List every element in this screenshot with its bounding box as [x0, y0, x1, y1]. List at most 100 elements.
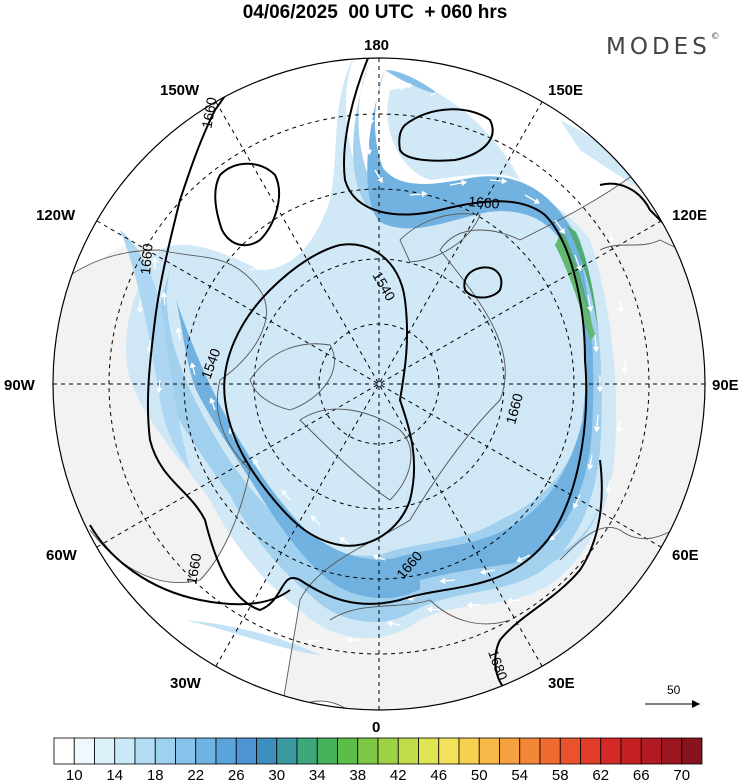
wind-vector-head — [515, 131, 522, 137]
colorbar-swatch — [519, 737, 541, 765]
colorbar-label: 54 — [511, 767, 528, 782]
wind-vector-head — [461, 179, 467, 187]
wind-vector-head — [616, 427, 623, 434]
coastlines — [53, 169, 705, 710]
wind-vector-head — [136, 307, 144, 314]
jet-europe-band — [420, 505, 600, 600]
wind-vector-head — [254, 264, 261, 271]
colorbar-swatch — [681, 737, 703, 765]
jet-atlantic-band — [185, 620, 320, 655]
lon-label-150w: 150W — [160, 82, 200, 99]
wind-vector-head — [373, 89, 380, 96]
lon-label-150e: 150E — [548, 82, 583, 99]
wind-vector-head — [617, 307, 624, 314]
colorbar-swatch — [499, 737, 521, 765]
jet-max-asia-2 — [555, 235, 595, 340]
wind-vector-head — [559, 227, 565, 235]
colorbar-label: 46 — [430, 767, 447, 782]
colorbar-label: 34 — [309, 767, 326, 782]
wind-vector-head — [156, 387, 163, 394]
wind-vector-head — [175, 326, 182, 333]
lon-label-60w: 60W — [46, 547, 78, 564]
height-contours — [89, 58, 691, 701]
colorbar-swatch — [215, 737, 237, 765]
wind-vector-head — [608, 237, 615, 244]
coast-eurasia — [279, 169, 641, 710]
contour-1660-siberia — [463, 266, 503, 299]
colorbar-swatch — [559, 737, 581, 765]
contour-1660-bering — [214, 162, 280, 247]
colorbar-swatch — [640, 737, 662, 765]
wind-vector-head — [576, 265, 583, 272]
lon-label-120w: 120W — [36, 207, 76, 224]
wind-vector-head — [586, 306, 594, 312]
reference-vector-label: 50 — [667, 683, 681, 697]
colorbar-swatch — [134, 737, 156, 765]
jet-max-asia — [558, 225, 598, 330]
colorbar-swatch — [438, 737, 460, 765]
coast-north-america — [53, 249, 267, 583]
colorbar-swatch — [53, 737, 75, 765]
lon-label-90w: 90W — [4, 377, 36, 394]
colorbar-label: 62 — [592, 767, 609, 782]
contour-1660-east-asia — [599, 182, 691, 251]
colorbar-swatch — [357, 737, 379, 765]
colorbar-label: 18 — [147, 767, 164, 782]
wind-vector-head — [576, 169, 583, 176]
wind-vector-head — [436, 89, 443, 96]
colorbar-label: 22 — [187, 767, 204, 782]
contour-1660-america — [89, 524, 291, 606]
lon-label-60e: 60E — [672, 547, 699, 564]
lon-label-180: 180 — [364, 37, 389, 54]
colorbar-swatch — [661, 737, 683, 765]
wind-vector-head — [587, 464, 594, 471]
wind-vector-head — [592, 346, 600, 353]
jet-pacific-upper — [385, 70, 440, 95]
map-disk — [53, 58, 705, 710]
colorbar-swatch — [337, 737, 359, 765]
coast-mediterranean — [329, 599, 511, 625]
colorbar-swatch — [418, 737, 440, 765]
colorbar-swatch — [580, 737, 602, 765]
wind-vector-head — [377, 176, 383, 184]
colorbar-swatch — [600, 737, 622, 765]
colorbar-swatch — [195, 737, 217, 765]
colorbar-swatch — [73, 737, 95, 765]
contour-label: 1660 — [199, 96, 220, 130]
colorbar-label: 66 — [633, 767, 650, 782]
lon-label-0: 0 — [372, 719, 380, 736]
colorbar-labels: 10 14 18 22 26 30 34 38 42 46 50 54 58 62 66 70 — [66, 767, 690, 782]
colorbar-swatch — [114, 737, 136, 765]
map-title: 04/06/2025 00 UTC + 060 hrs — [242, 2, 508, 23]
contour-label: 1660 — [183, 552, 204, 586]
contour-1660-pacific-low — [398, 108, 494, 162]
brand-name: MODES — [606, 34, 711, 60]
contour-1660-main — [146, 58, 588, 612]
contour-label: 1660 — [468, 193, 501, 212]
colorbar-label: 50 — [471, 767, 488, 782]
colorbar-label: 30 — [268, 767, 285, 782]
colorbar-swatch — [316, 737, 338, 765]
colorbar-swatch — [620, 737, 642, 765]
contour-label: 1660 — [502, 391, 526, 425]
colorbar-label: 42 — [390, 767, 407, 782]
lon-label-30e: 30E — [548, 675, 575, 692]
wind-vector-head — [621, 367, 629, 374]
wind-vector-head — [533, 198, 540, 204]
wind-vector-head — [479, 568, 486, 575]
wind-vector-head — [439, 577, 446, 585]
wind-vector-head — [339, 537, 346, 544]
wind-vector-head — [426, 606, 433, 613]
contour-labels: 1660 1660 1660 1540 1540 1660 1660 1660 … — [137, 96, 526, 683]
wind-vector-head — [421, 190, 428, 198]
colorbar-label: 26 — [228, 767, 245, 782]
coast-greenland — [299, 408, 412, 501]
coast-islands — [249, 343, 335, 411]
colorbar-swatch — [397, 737, 419, 765]
colorbar-swatch — [296, 737, 318, 765]
colorbar-swatch — [539, 737, 561, 765]
wind-vector-head — [466, 601, 473, 609]
wind-vector-head — [593, 426, 601, 433]
colorbar-swatch — [154, 737, 176, 765]
